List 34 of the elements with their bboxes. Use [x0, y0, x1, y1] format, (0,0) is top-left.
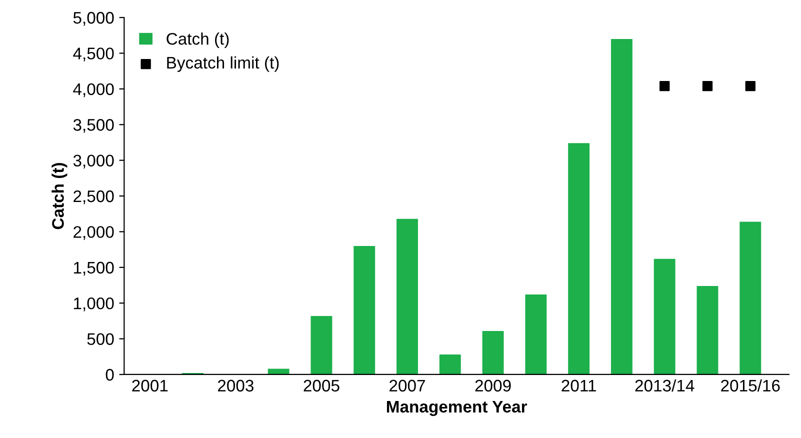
legend-label: Catch (t) [166, 32, 229, 48]
x-tick-label: 2013/14 [635, 379, 694, 392]
bar [568, 143, 590, 374]
bar [439, 354, 461, 374]
x-tick-label: 2003 [218, 380, 254, 392]
bar [310, 316, 332, 374]
y-tick-label: 5,000 [73, 12, 114, 26]
y-tick-label: 1,500 [74, 262, 114, 276]
x-tick-label: 2009 [475, 380, 511, 392]
y-axis-title: Catch (t) [52, 163, 68, 230]
y-tick-label: 4,500 [73, 48, 114, 62]
bar [740, 222, 762, 374]
bar [525, 294, 547, 374]
x-tick-label: 2007 [390, 380, 425, 392]
y-tick-label: 3,500 [73, 119, 114, 133]
x-tick-label: 2011 [562, 380, 596, 392]
x-axis-title: Management Year [386, 400, 528, 416]
y-tick-label: 2,000 [74, 226, 114, 240]
x-tick-label: 2001 [132, 380, 168, 392]
bar [610, 38, 632, 374]
y-tick-label: 2,500 [74, 190, 114, 204]
x-tick-label: 2015/16 [721, 379, 780, 392]
bar [396, 218, 418, 374]
y-tick-label: 3,000 [73, 154, 114, 168]
y-tick-label: 4,000 [73, 83, 114, 98]
bar [482, 330, 504, 374]
legend-label: Bycatch limit (t) [167, 56, 279, 72]
bar [654, 258, 676, 374]
y-tick-label: 500 [87, 333, 114, 345]
bar [696, 286, 718, 374]
y-tick-label: 0 [106, 368, 114, 381]
y-tick-label: 1,000 [74, 297, 114, 312]
x-tick-label: 2005 [304, 380, 340, 392]
bar [354, 246, 376, 374]
